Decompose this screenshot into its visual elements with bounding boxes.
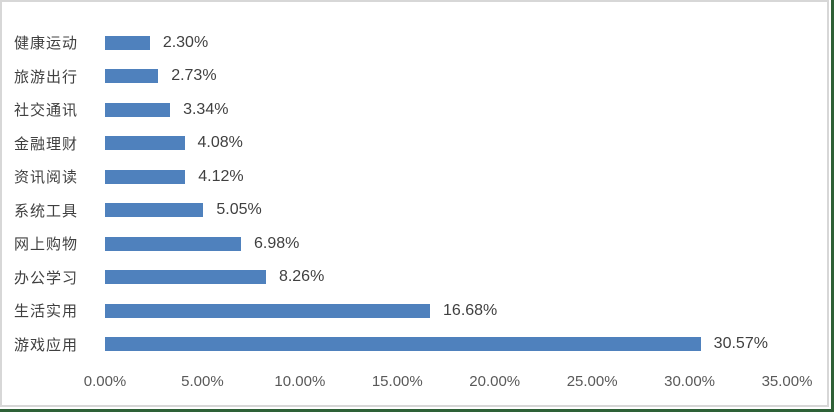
bar (105, 136, 185, 151)
bar-track: 4.08% (105, 134, 787, 152)
category-label: 生活实用 (14, 303, 79, 321)
bar (105, 236, 241, 251)
x-axis: 0.00% 5.00% 10.00% 15.00% 20.00% 25.00% 30.00%… (84, 361, 813, 401)
bar-track: 8.26% (105, 268, 787, 286)
x-axis-tick-label: 25.00% (566, 373, 618, 390)
category-label: 网上购物 (14, 236, 79, 254)
sheet-edge-right (831, 0, 834, 412)
chart-row: 资讯阅读 4.12% (14, 160, 787, 194)
data-label: 5.05% (216, 201, 262, 219)
bar (105, 337, 701, 352)
chart-row: 网上购物 6.98% (14, 227, 787, 261)
x-axis-tick-label: 20.00% (469, 373, 521, 390)
chart-row: 办公学习 8.26% (14, 261, 787, 295)
bar-track: 2.73% (105, 67, 787, 85)
data-label: 4.12% (198, 167, 244, 185)
data-label: 16.68% (443, 301, 498, 319)
chart-row: 旅游出行 2.73% (14, 60, 787, 94)
chart-row: 健康运动 2.30% (14, 26, 787, 60)
bar (105, 303, 431, 318)
bar (105, 102, 171, 117)
data-label: 4.08% (197, 134, 243, 152)
x-axis-tick-label: 30.00% (664, 373, 715, 390)
data-label: 6.98% (254, 234, 300, 252)
chart-row: 游戏应用 30.57% (14, 328, 787, 362)
data-label: 8.26% (278, 268, 325, 286)
data-label: 3.34% (183, 100, 229, 118)
bar-track: 6.98% (105, 234, 787, 252)
chart-row: 金融理财 4.08% (14, 127, 787, 161)
chart-row: 生活实用 16.68% (14, 294, 787, 328)
category-label: 系统工具 (14, 202, 79, 220)
bar-track: 3.34% (105, 100, 787, 118)
sheet-edge-bottom (0, 409, 834, 412)
category-label: 旅游出行 (14, 68, 79, 86)
data-label: 30.57% (713, 335, 768, 353)
category-label: 办公学习 (14, 269, 79, 287)
bar-track: 4.12% (105, 167, 787, 185)
data-label: 2.73% (171, 67, 217, 85)
bar (105, 203, 204, 218)
chart-rows: 健康运动 2.30% 旅游出行 2.73% 社交通讯 3.34% 金融理财 4.08% 资讯阅读… (2, 2, 827, 361)
bar (105, 270, 266, 285)
x-axis-tick-label: 5.00% (181, 373, 224, 390)
category-label: 资讯阅读 (14, 169, 79, 187)
bar (105, 169, 186, 184)
data-label: 2.30% (162, 33, 209, 51)
x-axis-tick-label: 15.00% (371, 373, 423, 390)
chart-row: 系统工具 5.05% (14, 194, 787, 228)
bar-track: 5.05% (105, 201, 787, 219)
category-label: 健康运动 (14, 35, 79, 53)
chart-row: 社交通讯 3.34% (14, 93, 787, 127)
x-axis-tick-label: 35.00% (761, 373, 813, 390)
x-axis-tick-label: 10.00% (274, 373, 326, 390)
category-label: 游戏应用 (14, 336, 79, 354)
category-label: 金融理财 (14, 135, 79, 153)
bar (105, 69, 159, 84)
bar-track: 30.57% (105, 335, 787, 353)
bar-track: 16.68% (105, 301, 787, 319)
bar-track: 2.30% (105, 33, 787, 51)
category-label: 社交通讯 (14, 102, 79, 120)
x-axis-tick-label: 0.00% (83, 373, 127, 390)
bar (105, 35, 150, 50)
